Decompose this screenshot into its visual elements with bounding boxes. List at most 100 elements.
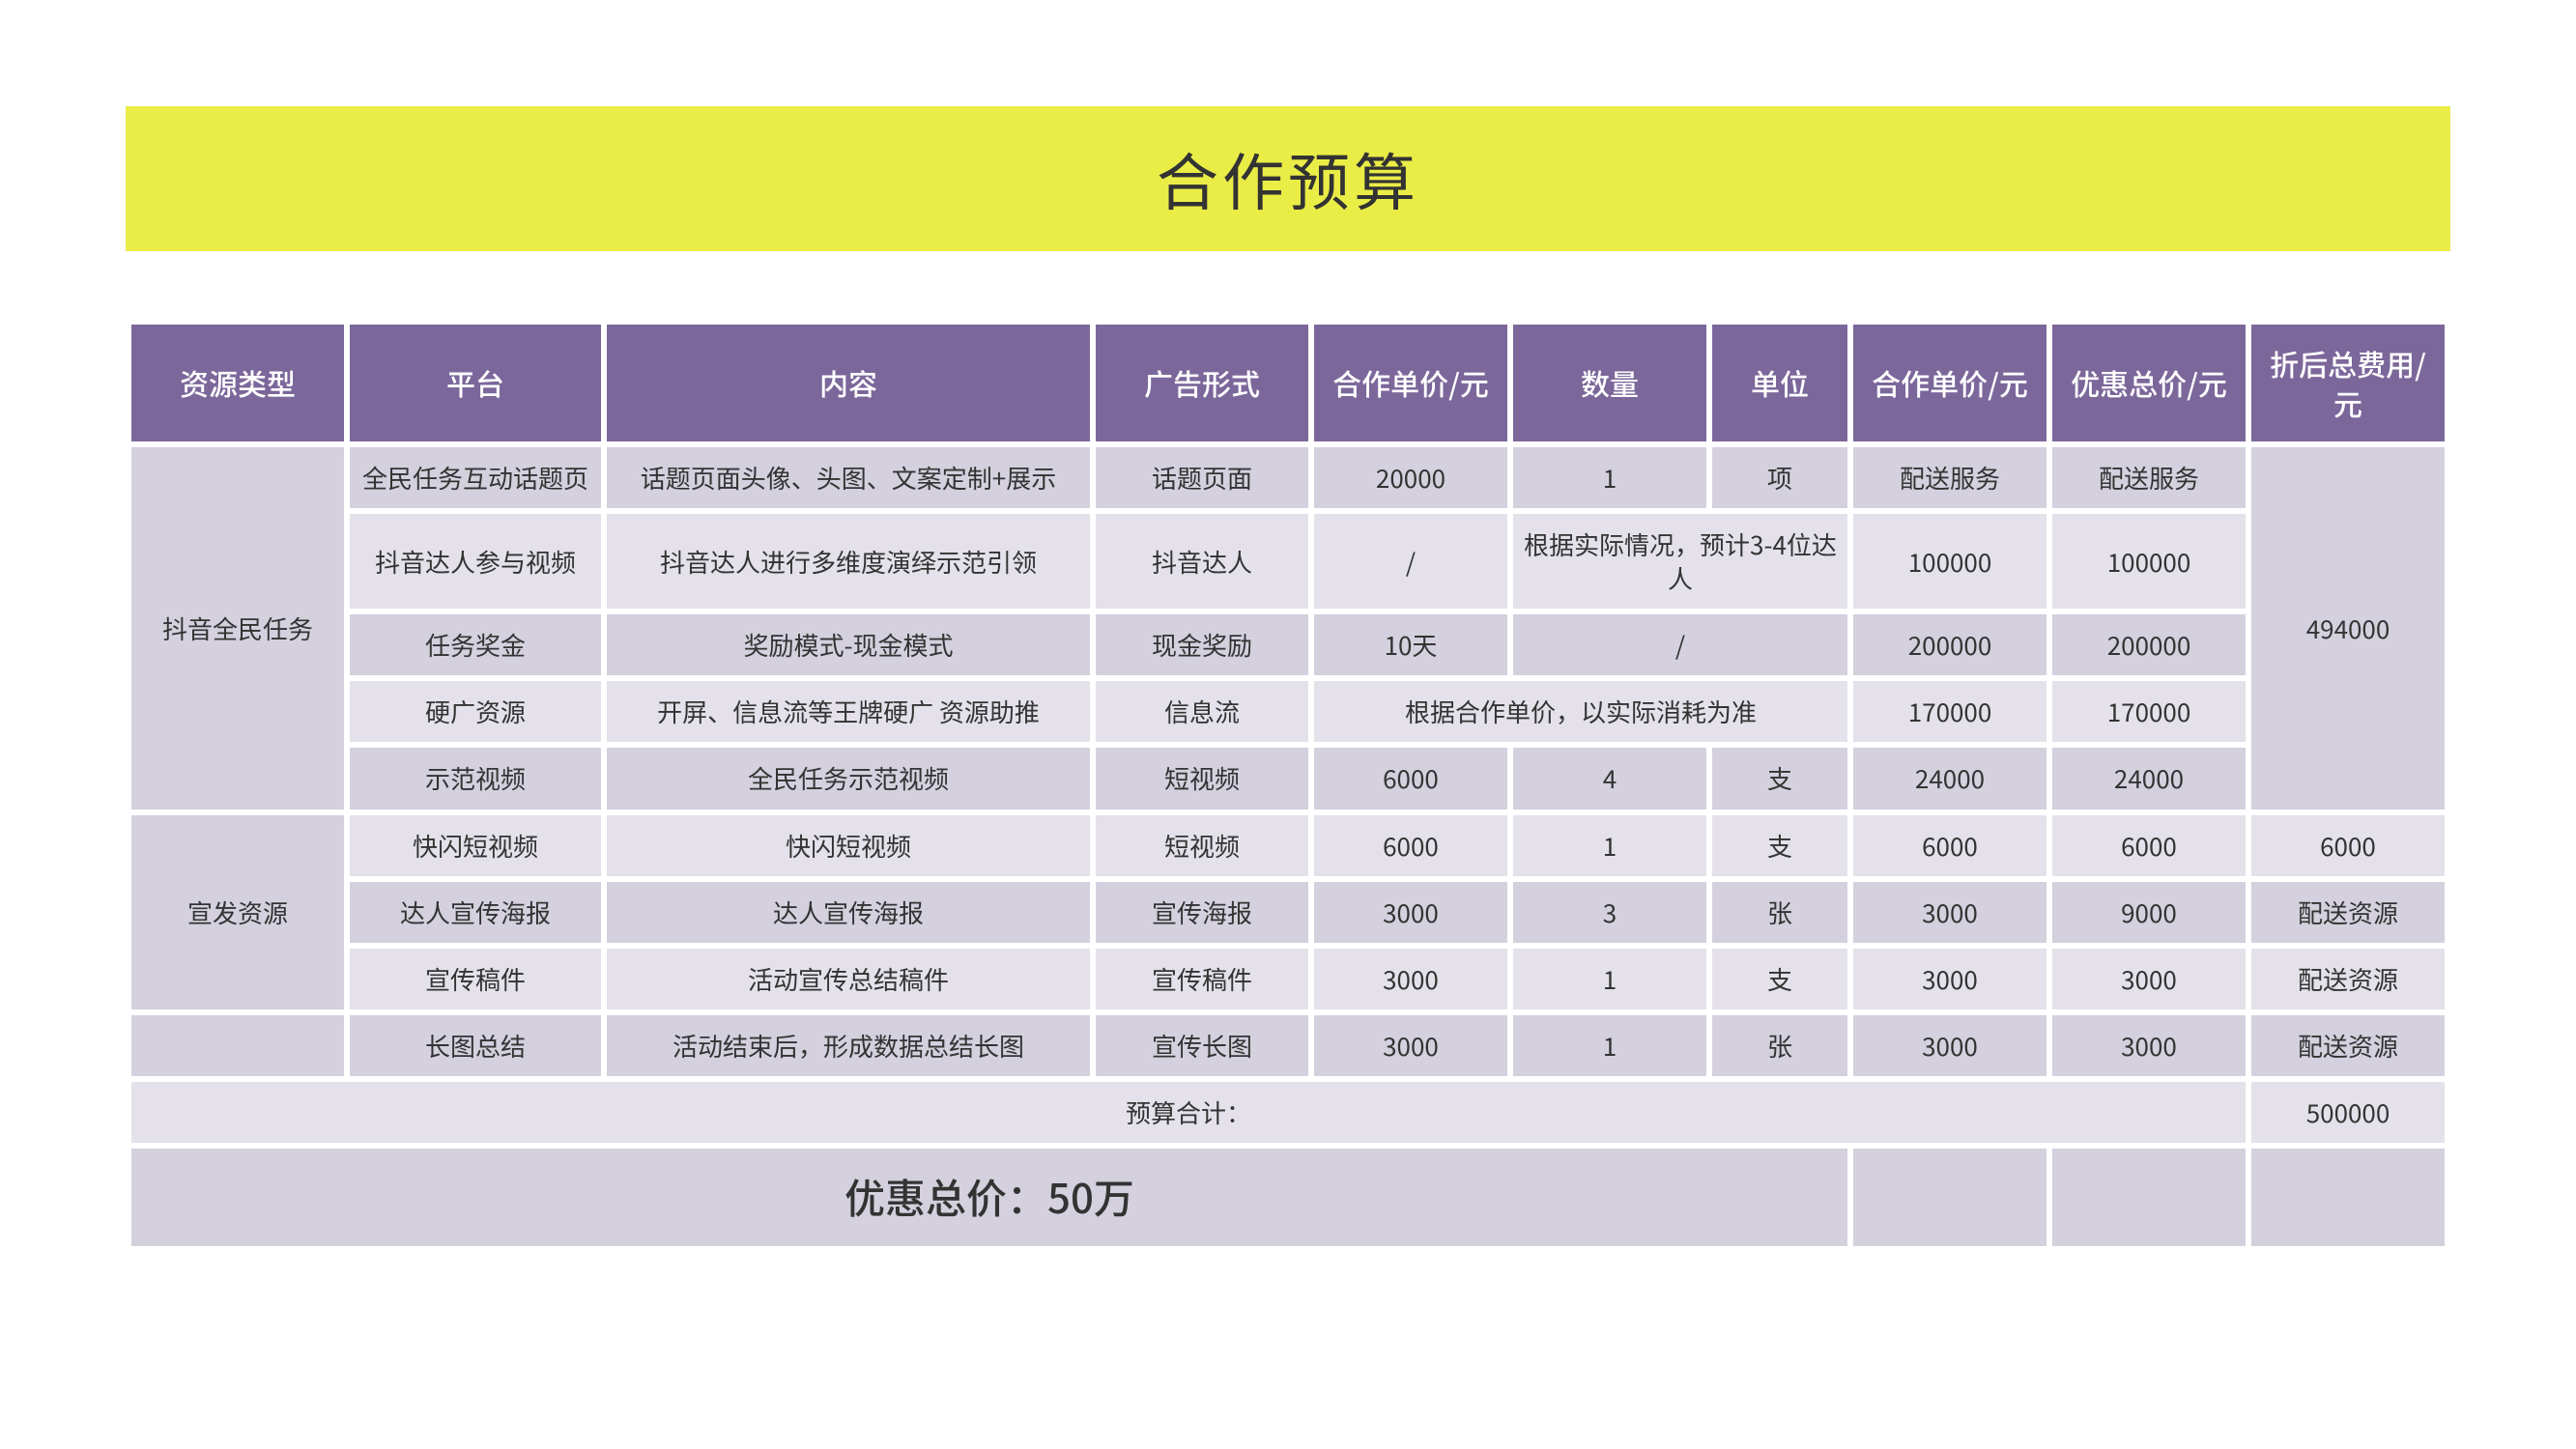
pref-total-cell: 配送服务 xyxy=(2052,447,2246,508)
grand-total-row: 优惠总价：50万 xyxy=(131,1149,2445,1246)
unit-price-cell: 6000 xyxy=(1314,748,1507,809)
unit-cell: 张 xyxy=(1712,882,1847,943)
content-cell: 快闪短视频 xyxy=(607,815,1090,876)
discounted-cell: 6000 xyxy=(2251,815,2445,876)
empty-cell xyxy=(2052,1149,2246,1246)
platform-cell: 快闪短视频 xyxy=(350,815,601,876)
qty-cell: 1 xyxy=(1513,949,1706,1009)
adform-cell: 宣传长图 xyxy=(1096,1015,1308,1076)
col-header-9: 折后总费用/元 xyxy=(2251,325,2445,441)
resource-type-cell xyxy=(131,1015,344,1076)
coop-price-cell: 3000 xyxy=(1853,1015,2046,1076)
col-header-6: 单位 xyxy=(1712,325,1847,441)
coop-price-cell: 3000 xyxy=(1853,882,2046,943)
col-header-1: 平台 xyxy=(350,325,601,441)
content-cell: 话题页面头像、头图、文案定制+展示 xyxy=(607,447,1090,508)
adform-cell: 抖音达人 xyxy=(1096,514,1308,609)
qty-cell: 4 xyxy=(1513,748,1706,809)
qty-merged-cell: 根据实际情况，预计3-4位达人 xyxy=(1513,514,1847,609)
pref-total-cell: 100000 xyxy=(2052,514,2246,609)
col-header-8: 优惠总价/元 xyxy=(2052,325,2246,441)
discounted-cell: 配送资源 xyxy=(2251,949,2445,1009)
pref-total-cell: 9000 xyxy=(2052,882,2246,943)
discounted-total-cell: 494000 xyxy=(2251,447,2445,810)
col-header-4: 合作单价/元 xyxy=(1314,325,1507,441)
table-row: 长图总结活动结束后，形成数据总结长图宣传长图30001张30003000配送资源 xyxy=(131,1015,2445,1076)
unit-price-cell: 6000 xyxy=(1314,815,1507,876)
unit-cell: 支 xyxy=(1712,949,1847,1009)
col-header-7: 合作单价/元 xyxy=(1853,325,2046,441)
platform-cell: 任务奖金 xyxy=(350,614,601,675)
pref-total-cell: 200000 xyxy=(2052,614,2246,675)
qty-cell: 1 xyxy=(1513,815,1706,876)
col-header-2: 内容 xyxy=(607,325,1090,441)
unit-cell: 支 xyxy=(1712,815,1847,876)
adform-cell: 话题页面 xyxy=(1096,447,1308,508)
platform-cell: 宣传稿件 xyxy=(350,949,601,1009)
grand-total-label: 优惠总价：50万 xyxy=(131,1149,1847,1246)
table-row: 抖音达人参与视频抖音达人进行多维度演绎示范引领抖音达人/根据实际情况，预计3-4… xyxy=(131,514,2445,609)
budget-total-label: 预算合计： xyxy=(131,1082,2246,1143)
pref-total-cell: 24000 xyxy=(2052,748,2246,809)
coop-price-cell: 24000 xyxy=(1853,748,2046,809)
unit-price-cell: 3000 xyxy=(1314,882,1507,943)
pref-total-cell: 6000 xyxy=(2052,815,2246,876)
adform-cell: 现金奖励 xyxy=(1096,614,1308,675)
budget-table-wrap: 资源类型平台内容广告形式合作单价/元数量单位合作单价/元优惠总价/元折后总费用/… xyxy=(126,319,2450,1252)
content-cell: 活动结束后，形成数据总结长图 xyxy=(607,1015,1090,1076)
coop-price-cell: 200000 xyxy=(1853,614,2046,675)
adform-cell: 短视频 xyxy=(1096,748,1308,809)
content-cell: 抖音达人进行多维度演绎示范引领 xyxy=(607,514,1090,609)
unit-price-cell: 20000 xyxy=(1314,447,1507,508)
table-row: 抖音全民任务全民任务互动话题页话题页面头像、头图、文案定制+展示话题页面2000… xyxy=(131,447,2445,508)
adform-cell: 宣传稿件 xyxy=(1096,949,1308,1009)
page-title-text: 合作预算 xyxy=(1157,134,1419,223)
unit-cell: 张 xyxy=(1712,1015,1847,1076)
qty-cell: 3 xyxy=(1513,882,1706,943)
table-row: 示范视频全民任务示范视频短视频60004支2400024000 xyxy=(131,748,2445,809)
page: 合作预算 资源类型平台内容广告形式合作单价/元数量单位合作单价/元优惠总价/元折… xyxy=(0,0,2576,1449)
unit-cell: 项 xyxy=(1712,447,1847,508)
adform-cell: 宣传海报 xyxy=(1096,882,1308,943)
content-cell: 达人宣传海报 xyxy=(607,882,1090,943)
table-row: 宣传稿件活动宣传总结稿件宣传稿件30001支30003000配送资源 xyxy=(131,949,2445,1009)
coop-price-cell: 配送服务 xyxy=(1853,447,2046,508)
budget-table: 资源类型平台内容广告形式合作单价/元数量单位合作单价/元优惠总价/元折后总费用/… xyxy=(126,319,2450,1252)
col-header-5: 数量 xyxy=(1513,325,1706,441)
table-body: 抖音全民任务全民任务互动话题页话题页面头像、头图、文案定制+展示话题页面2000… xyxy=(131,447,2445,1246)
col-header-3: 广告形式 xyxy=(1096,325,1308,441)
content-cell: 全民任务示范视频 xyxy=(607,748,1090,809)
coop-price-cell: 170000 xyxy=(1853,681,2046,742)
resource-type-cell: 抖音全民任务 xyxy=(131,447,344,810)
pref-total-cell: 3000 xyxy=(2052,949,2246,1009)
unit-cell: 支 xyxy=(1712,748,1847,809)
coop-price-cell: 6000 xyxy=(1853,815,2046,876)
budget-total-value: 500000 xyxy=(2251,1082,2445,1143)
unit-price-cell: 3000 xyxy=(1314,949,1507,1009)
platform-cell: 长图总结 xyxy=(350,1015,601,1076)
qty-cell: 1 xyxy=(1513,447,1706,508)
page-title: 合作预算 xyxy=(126,106,2450,251)
content-cell: 开屏、信息流等王牌硬广 资源助推 xyxy=(607,681,1090,742)
resource-type-cell: 宣发资源 xyxy=(131,815,344,1009)
platform-cell: 全民任务互动话题页 xyxy=(350,447,601,508)
table-row: 达人宣传海报达人宣传海报宣传海报30003张30009000配送资源 xyxy=(131,882,2445,943)
unit-price-cell: 10天 xyxy=(1314,614,1507,675)
platform-cell: 硬广资源 xyxy=(350,681,601,742)
qty-cell: 1 xyxy=(1513,1015,1706,1076)
empty-cell xyxy=(2251,1149,2445,1246)
coop-price-cell: 3000 xyxy=(1853,949,2046,1009)
discounted-cell: 配送资源 xyxy=(2251,1015,2445,1076)
content-cell: 活动宣传总结稿件 xyxy=(607,949,1090,1009)
platform-cell: 达人宣传海报 xyxy=(350,882,601,943)
price-merged-cell: 根据合作单价，以实际消耗为准 xyxy=(1314,681,1847,742)
empty-cell xyxy=(1853,1149,2046,1246)
budget-total-row: 预算合计：500000 xyxy=(131,1082,2445,1143)
adform-cell: 短视频 xyxy=(1096,815,1308,876)
qty-merged-cell: / xyxy=(1513,614,1847,675)
content-cell: 奖励模式-现金模式 xyxy=(607,614,1090,675)
table-row: 硬广资源开屏、信息流等王牌硬广 资源助推信息流根据合作单价，以实际消耗为准170… xyxy=(131,681,2445,742)
table-row: 任务奖金奖励模式-现金模式现金奖励10天/200000200000 xyxy=(131,614,2445,675)
discounted-cell: 配送资源 xyxy=(2251,882,2445,943)
col-header-0: 资源类型 xyxy=(131,325,344,441)
